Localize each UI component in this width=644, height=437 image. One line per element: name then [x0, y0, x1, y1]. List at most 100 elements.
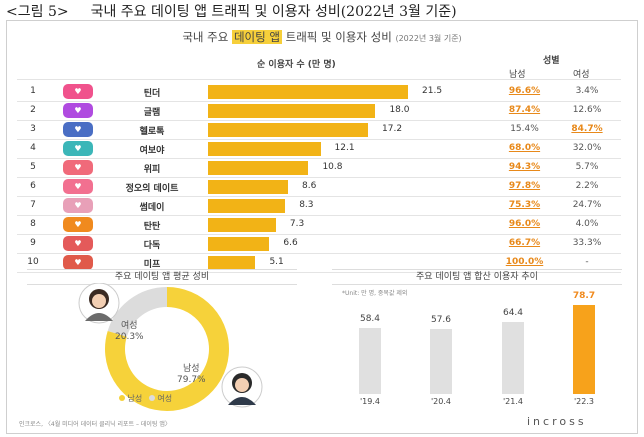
app-logo-icon: ♥: [63, 84, 93, 99]
trend-bar: [430, 329, 452, 394]
app-name: 위피: [143, 165, 161, 175]
trend-bar: [502, 321, 524, 394]
app-name: 여보야: [139, 146, 165, 156]
pie-slice-female: [107, 287, 168, 338]
gender-ratio-donut: [78, 283, 263, 411]
table-row: 5 ♥ 위피 10.8 94.3% 5.7%: [7, 159, 637, 177]
card-title-post: 트래픽 및 이용자 성비: [285, 30, 392, 44]
table-row: 7 ♥ 썸데이 8.3 75.3% 24.7%: [7, 197, 637, 215]
app-name: 미프: [143, 260, 161, 270]
card-title-highlight: 데이팅 앱: [231, 30, 282, 44]
app-name: 정오의 데이트: [125, 184, 179, 194]
row-divider: [17, 177, 621, 178]
male-ratio: 97.8%: [508, 181, 541, 191]
users-bar: [208, 199, 286, 213]
male-ratio: 87.4%: [508, 105, 541, 115]
table-row: 8 ♥ 탄탄 7.3 96.0% 4.0%: [7, 216, 637, 234]
app-logo-icon: ♥: [63, 179, 93, 194]
source-note: 인크로스, 〈4월 미디어 데이터 클리닉 리포트 – 데이팅 앱〉: [19, 421, 171, 428]
users-bar: [208, 180, 288, 194]
trend-value-label: 64.4: [502, 307, 524, 318]
app-name: 썸데이: [139, 203, 165, 213]
card-title-year: (2022년 3월 기준): [395, 34, 462, 43]
female-header: 여성: [573, 70, 590, 80]
legend-male: 남성: [127, 394, 143, 403]
trend-category-label: '22.3: [573, 397, 594, 406]
pie-title: 주요 데이팅 앱 평균 성비: [27, 269, 297, 285]
trend-bar: [359, 328, 381, 394]
app-logo-icon: ♥: [63, 217, 93, 232]
users-bar: [208, 85, 408, 99]
users-bar: [208, 142, 321, 156]
male-ratio: 96.6%: [508, 86, 541, 96]
users-value-label: 8.6: [302, 181, 317, 191]
female-ratio: 84.7%: [571, 124, 603, 134]
app-name: 글램: [143, 108, 161, 118]
female-ratio: 12.6%: [572, 105, 602, 115]
users-value-label: 12.1: [334, 143, 355, 153]
users-bar: [208, 237, 270, 251]
rank-number: 7: [30, 200, 36, 210]
pie-label-male: 남성 79.7%: [177, 364, 206, 385]
male-ratio: 15.4%: [510, 124, 539, 134]
trend-value-label: 78.7: [572, 291, 596, 302]
trend-value-label: 57.6: [430, 315, 452, 326]
app-logo-icon: ♥: [63, 122, 93, 137]
trend-category-label: '19.4: [359, 397, 380, 406]
users-value-label: 5.1: [269, 257, 284, 267]
female-ratio: 33.3%: [572, 238, 602, 248]
users-value-label: 17.2: [382, 124, 403, 134]
app-logo-icon: ♥: [63, 198, 93, 213]
male-avatar-icon: [221, 366, 263, 408]
legend-female-swatch: [148, 395, 155, 401]
card-title-pre: 국내 주요: [182, 30, 229, 44]
female-avatar-icon: [78, 283, 120, 324]
figure-label: <그림 5>: [6, 4, 69, 20]
rank-number: 9: [30, 238, 36, 248]
row-divider: [17, 101, 621, 102]
male-ratio: 96.0%: [508, 219, 541, 229]
legend-male-swatch: [119, 395, 125, 401]
rank-number: 10: [27, 257, 39, 267]
users-bar: [208, 256, 256, 270]
trend-title: 주요 데이팅 앱 합산 이용자 추이: [332, 269, 622, 285]
table-header-rule: [17, 79, 621, 80]
row-divider: [17, 272, 621, 273]
table-row: 1 ♥ 틴더 21.5 96.6% 3.4%: [7, 83, 637, 101]
row-divider: [17, 139, 621, 140]
trend-value-label: 58.4: [359, 314, 381, 325]
female-ratio: 5.7%: [575, 162, 599, 172]
app-logo-icon: ♥: [63, 236, 93, 251]
app-name: 탄탄: [143, 222, 161, 232]
users-value-label: 6.6: [283, 238, 298, 248]
table-row: 3 ♥ 헬로톡 17.2 15.4% 84.7%: [7, 121, 637, 139]
table-row: 4 ♥ 여보야 12.1 68.0% 32.0%: [7, 140, 637, 158]
users-value-label: 10.8: [322, 162, 343, 172]
users-value-label: 8.3: [299, 200, 314, 210]
users-value-label: 21.5: [422, 86, 443, 96]
rank-number: 5: [30, 162, 36, 172]
row-divider: [17, 215, 621, 216]
trend-unit-note: *Unit: 만 명, 중복값 제외: [342, 290, 408, 297]
rank-number: 3: [30, 124, 36, 134]
male-ratio: 75.3%: [508, 200, 541, 210]
pie-label-female: 여성 20.3%: [115, 321, 144, 342]
app-logo-icon: ♥: [63, 103, 93, 118]
male-ratio: 100.0%: [505, 257, 544, 267]
female-ratio: 24.7%: [572, 200, 602, 210]
female-ratio: 3.4%: [575, 86, 599, 96]
app-logo-icon: ♥: [63, 141, 93, 156]
app-logo-icon: ♥: [63, 160, 93, 175]
brand-logo: incross: [527, 415, 587, 428]
female-ratio: -: [585, 257, 589, 267]
rank-number: 1: [30, 86, 36, 96]
app-name: 다독: [143, 241, 161, 251]
infographic-card: 국내 주요 데이팅 앱 트래픽 및 이용자 성비 (2022년 3월 기준) 순…: [6, 20, 638, 434]
rank-number: 6: [30, 181, 36, 191]
users-value-label: 7.3: [289, 219, 305, 229]
app-name: 틴더: [143, 89, 161, 99]
row-divider: [17, 196, 621, 197]
users-header: 순 이용자 수 (만 명): [257, 60, 336, 70]
female-ratio: 32.0%: [572, 143, 602, 153]
male-ratio: 68.0%: [508, 143, 541, 153]
